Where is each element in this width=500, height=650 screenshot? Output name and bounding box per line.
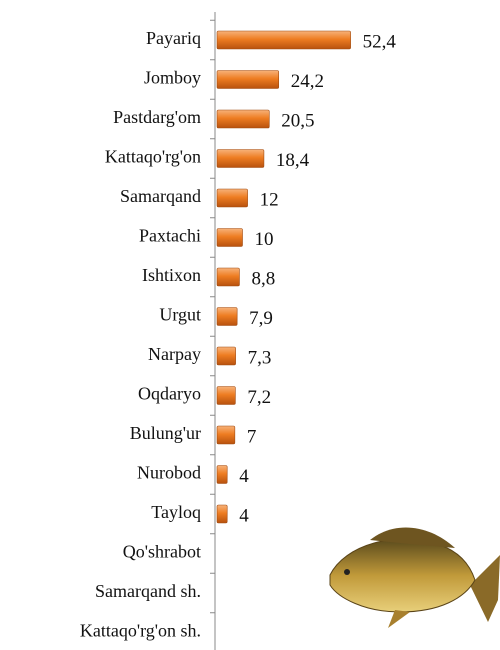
bar	[216, 386, 236, 405]
bar	[216, 346, 236, 366]
category-label: Paxtachi	[139, 226, 201, 246]
data-label: 12	[260, 189, 279, 210]
bar	[216, 504, 228, 524]
bar	[216, 465, 228, 484]
data-label: 7	[247, 426, 257, 447]
category-label: Jomboy	[144, 68, 201, 88]
data-label: 4	[239, 466, 249, 487]
data-label: 24,2	[291, 71, 324, 92]
bar	[216, 307, 238, 326]
bar	[216, 70, 280, 89]
bar	[216, 149, 265, 168]
bar	[216, 425, 236, 445]
category-label: Narpay	[148, 344, 201, 364]
data-label: 4	[239, 505, 249, 526]
data-label: 20,5	[281, 110, 314, 131]
fish-illustration	[329, 527, 500, 628]
data-label: 52,4	[363, 31, 397, 52]
data-label: 18,4	[276, 150, 310, 171]
category-label: Urgut	[159, 305, 201, 325]
category-label: Qo'shrabot	[123, 542, 201, 562]
data-label: 8,8	[251, 268, 275, 289]
bar	[216, 267, 240, 287]
bar	[216, 228, 243, 247]
category-label: Nurobod	[137, 463, 201, 483]
bar	[216, 30, 351, 50]
data-label: 7,2	[247, 387, 271, 408]
data-label: 10	[255, 229, 274, 250]
bar	[216, 109, 270, 129]
category-label: Oqdaryo	[138, 384, 201, 404]
category-label: Bulung'ur	[130, 423, 201, 443]
category-label: Kattaqo'rg'on sh.	[80, 621, 201, 641]
data-label: 7,3	[248, 347, 272, 368]
category-label: Payariq	[146, 28, 201, 48]
category-label: Samarqand	[120, 186, 201, 206]
data-label: 7,9	[249, 308, 273, 329]
bar	[216, 188, 248, 208]
category-label: Kattaqo'rg'on	[105, 147, 201, 167]
category-label: Ishtixon	[142, 265, 201, 285]
category-label: Tayloq	[151, 502, 201, 522]
category-label: Pastdarg'om	[113, 107, 201, 127]
category-label: Samarqand sh.	[95, 581, 201, 601]
